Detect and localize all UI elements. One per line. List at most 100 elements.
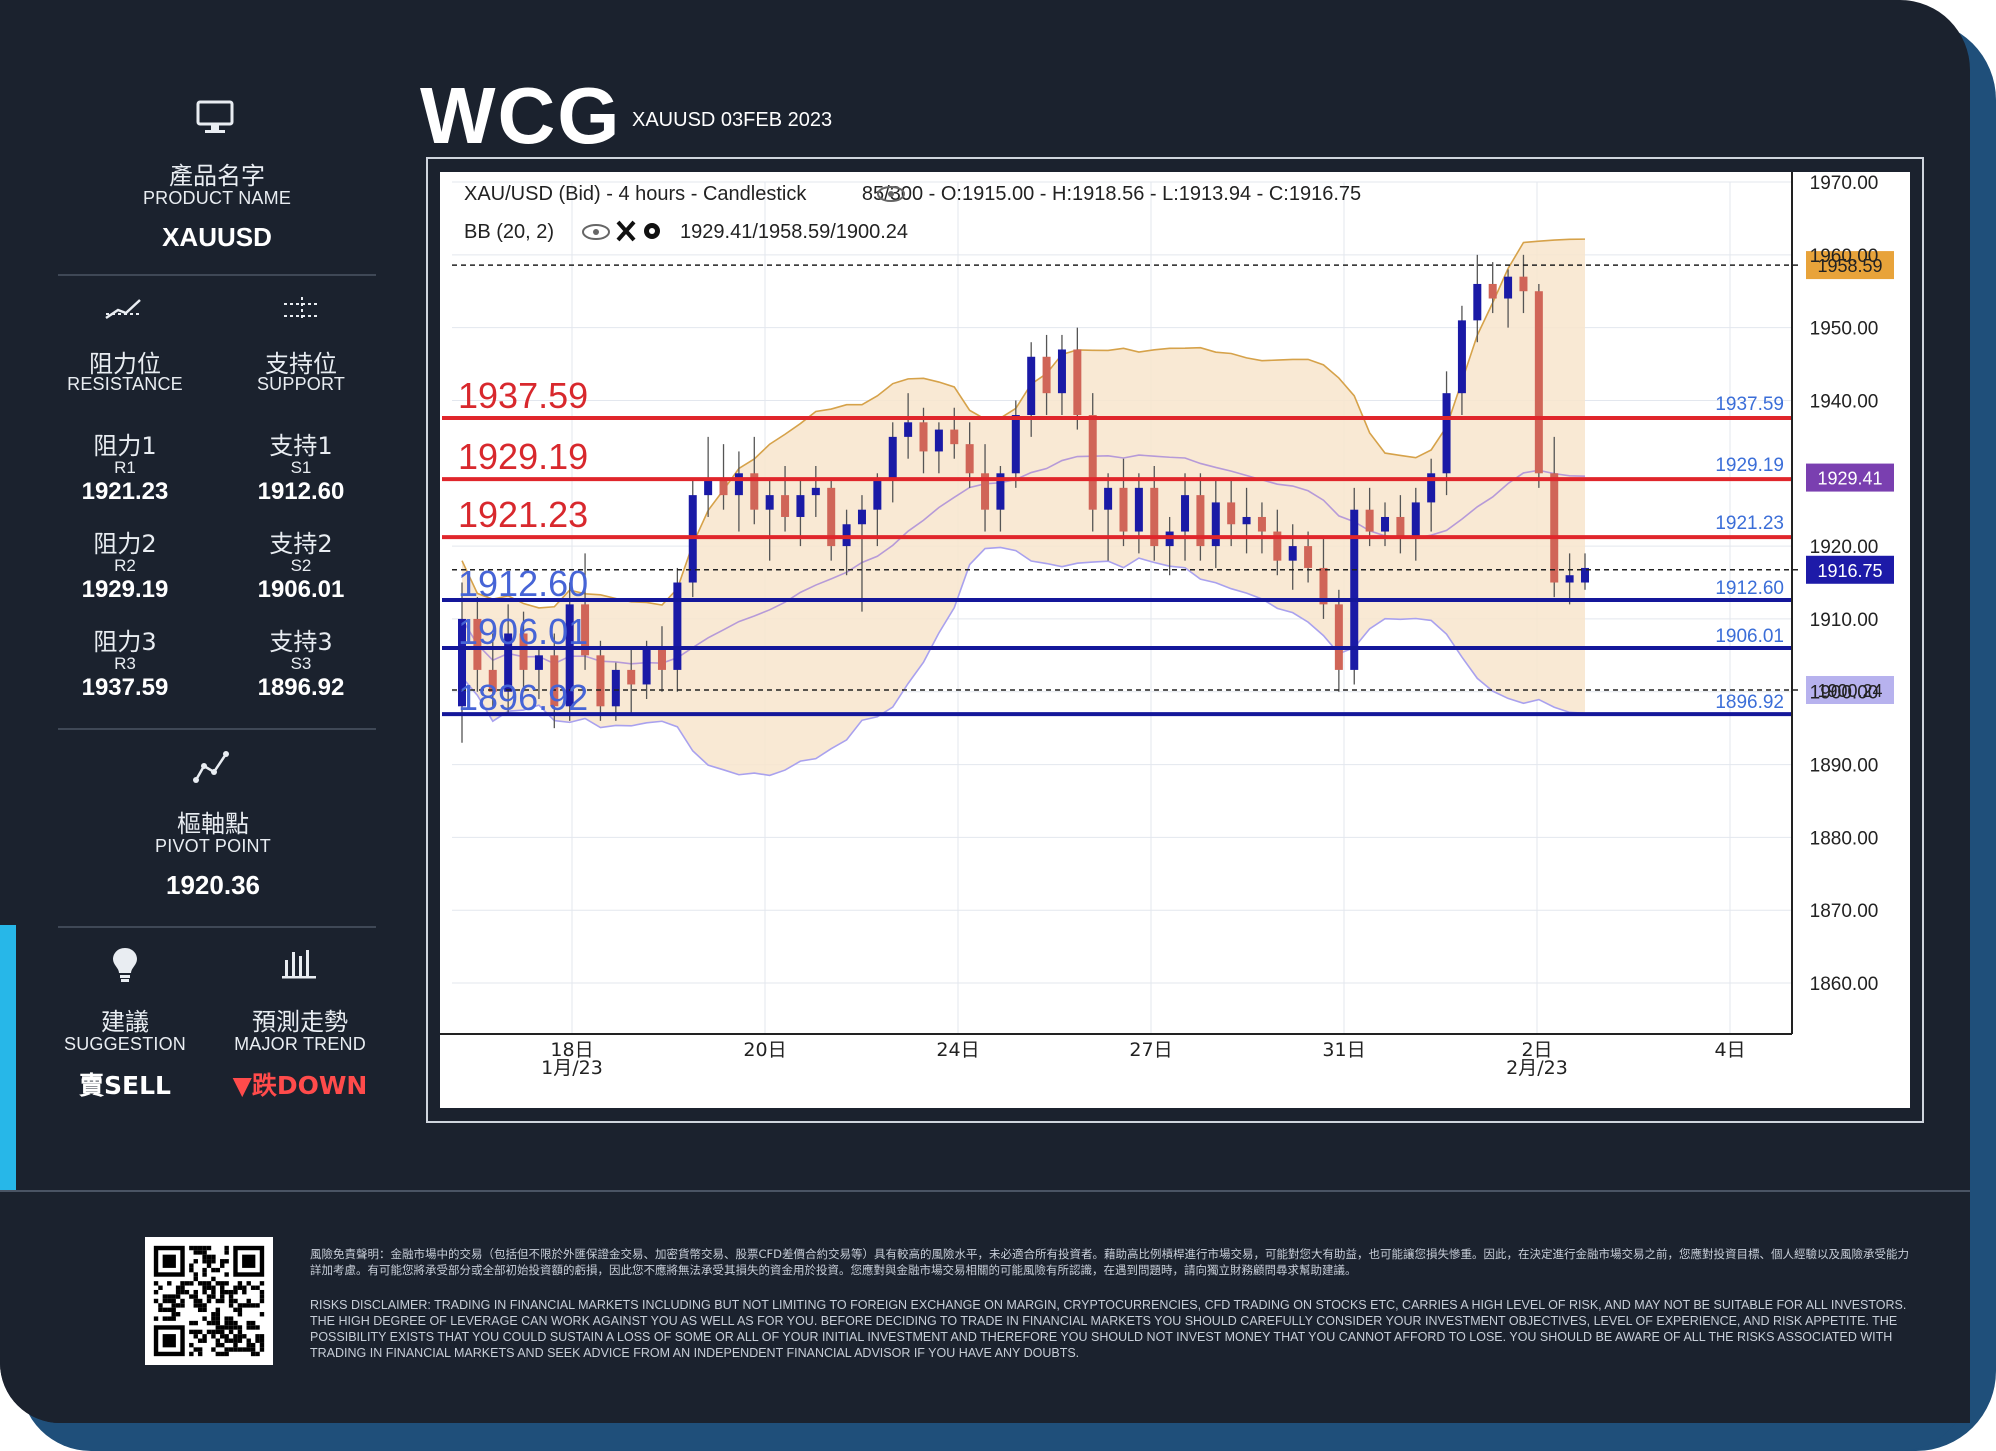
support-line-value: 1906.01 [1715, 626, 1784, 647]
r3-value: 1937.59 [81, 674, 169, 701]
pivot-label-zh: 樞軸點 [177, 810, 249, 838]
candle-body [888, 436, 897, 481]
candle-body [1381, 516, 1390, 532]
s3-code: S3 [290, 654, 312, 673]
candle-body [1257, 516, 1266, 532]
s1-code: S1 [290, 458, 312, 477]
y-tick-label: 1960.00 [1810, 246, 1879, 267]
candle-body [811, 487, 820, 496]
candle-body [611, 669, 620, 707]
footer [0, 1190, 1970, 1423]
close-icon[interactable] [616, 220, 636, 242]
s3-label-zh: 支持3 [269, 628, 333, 656]
candle-body [796, 495, 805, 517]
price-tag [1806, 675, 1894, 704]
candle-body [1150, 487, 1159, 547]
candle-body [1181, 495, 1190, 532]
candle-body [857, 509, 866, 525]
candle-body [827, 487, 836, 547]
candle-body [1027, 356, 1036, 416]
s2-value: 1906.01 [257, 576, 345, 603]
candle-body [1504, 276, 1513, 299]
candle-body [1104, 487, 1113, 510]
r1-label-zh: 阻力1 [93, 432, 157, 460]
candle-body [1273, 531, 1282, 561]
x-tick-sublabel: 1月/23 [541, 1057, 603, 1079]
candle-body [1227, 502, 1236, 525]
s2-code: S2 [290, 556, 312, 575]
eye-icon[interactable] [877, 186, 905, 202]
candle-body [1396, 516, 1405, 539]
x-tick-sublabel: 2月/23 [1506, 1057, 1568, 1079]
wcg-logo: WCG [420, 71, 622, 160]
divider [58, 274, 376, 276]
candle-body [627, 669, 636, 685]
support-line-value: 1912.60 [1715, 578, 1784, 599]
candle-body [1581, 567, 1589, 583]
candle-body [1565, 575, 1574, 583]
suggestion-label-en: SUGGESTION [63, 1034, 186, 1054]
r2-code: R2 [114, 556, 136, 575]
candle-body [704, 480, 713, 496]
divider [58, 728, 376, 730]
x-tick-label: 18日 [550, 1039, 593, 1061]
s1-label-zh: 支持1 [269, 432, 333, 460]
r3-label-zh: 阻力3 [93, 628, 157, 656]
suggestion-label-zh: 建議 [101, 1008, 149, 1036]
candle-body [1488, 283, 1497, 299]
price-tag [1806, 463, 1894, 492]
s2-label-zh: 支持2 [269, 530, 333, 558]
s3-value: 1896.92 [257, 674, 345, 701]
candle-body [765, 495, 774, 510]
candle-body [919, 422, 928, 452]
candle-body [981, 473, 990, 510]
divider [58, 926, 376, 928]
disclaimer-zh: 風險免責聲明：金融市場中的交易（包括但不限於外匯保證金交易、加密貨幣交易、股票C… [310, 1247, 1909, 1277]
price-tag-label: 1929.41 [1817, 469, 1882, 489]
candle-body [1211, 502, 1220, 547]
pivot-label-en: PIVOT POINT [155, 836, 271, 856]
chart-toolbar-icons[interactable] [582, 186, 905, 242]
candle-body [904, 422, 913, 437]
eye-icon[interactable] [582, 224, 610, 240]
suggestion-value: 賣SELL [79, 1071, 171, 1100]
candle-body [1119, 487, 1128, 532]
candle-body [1427, 473, 1436, 503]
candle-body [1134, 487, 1143, 532]
candle-body [934, 429, 943, 452]
support-resistance-lines: 1937.59 1937.59 1929.19 1929.19 1921.23 1921.… [442, 251, 1894, 718]
candle-body [1334, 604, 1343, 670]
price-tag [1806, 251, 1894, 280]
candle-body [996, 473, 1005, 510]
x-tick-label: 27日 [1129, 1039, 1172, 1061]
s1-value: 1912.60 [257, 478, 345, 505]
candle-body [1057, 349, 1066, 394]
candle-body [473, 618, 482, 670]
candle-body [1011, 415, 1020, 474]
candle-body [1457, 320, 1466, 394]
y-tick-label: 1890.00 [1810, 756, 1879, 777]
candle-body [596, 655, 605, 707]
candle-body [965, 444, 974, 474]
candle-body [1042, 356, 1051, 394]
y-tick-label: 1950.00 [1810, 319, 1879, 340]
y-tick-label: 1860.00 [1810, 974, 1879, 995]
monitor-icon [196, 100, 234, 133]
pivot-value: 1920.36 [166, 870, 260, 900]
resistance-line-label: 1929.19 [458, 436, 588, 477]
candle-body [1411, 502, 1420, 539]
candle-body [488, 669, 497, 692]
candle-body [519, 633, 528, 670]
candle-body [781, 495, 790, 517]
instrument-date: XAUUSD 03FEB 2023 [632, 109, 833, 131]
candle-body [1242, 516, 1251, 525]
bar-chart-icon [282, 950, 316, 979]
support-line-label: 1896.92 [458, 677, 588, 718]
chart-title: XAU/USD (Bid) - 4 hours - Candlestick 85… [464, 183, 1361, 205]
candle-body [642, 648, 651, 685]
y-tick-label: 1880.00 [1810, 828, 1879, 849]
candle-body [1288, 546, 1297, 561]
candle-body [1534, 291, 1543, 474]
price-chart[interactable]: 1937.59 1937.59 1929.19 1929.19 1921.23 1921.… [440, 172, 1910, 1108]
resistance-line-label: 1921.23 [458, 494, 588, 535]
